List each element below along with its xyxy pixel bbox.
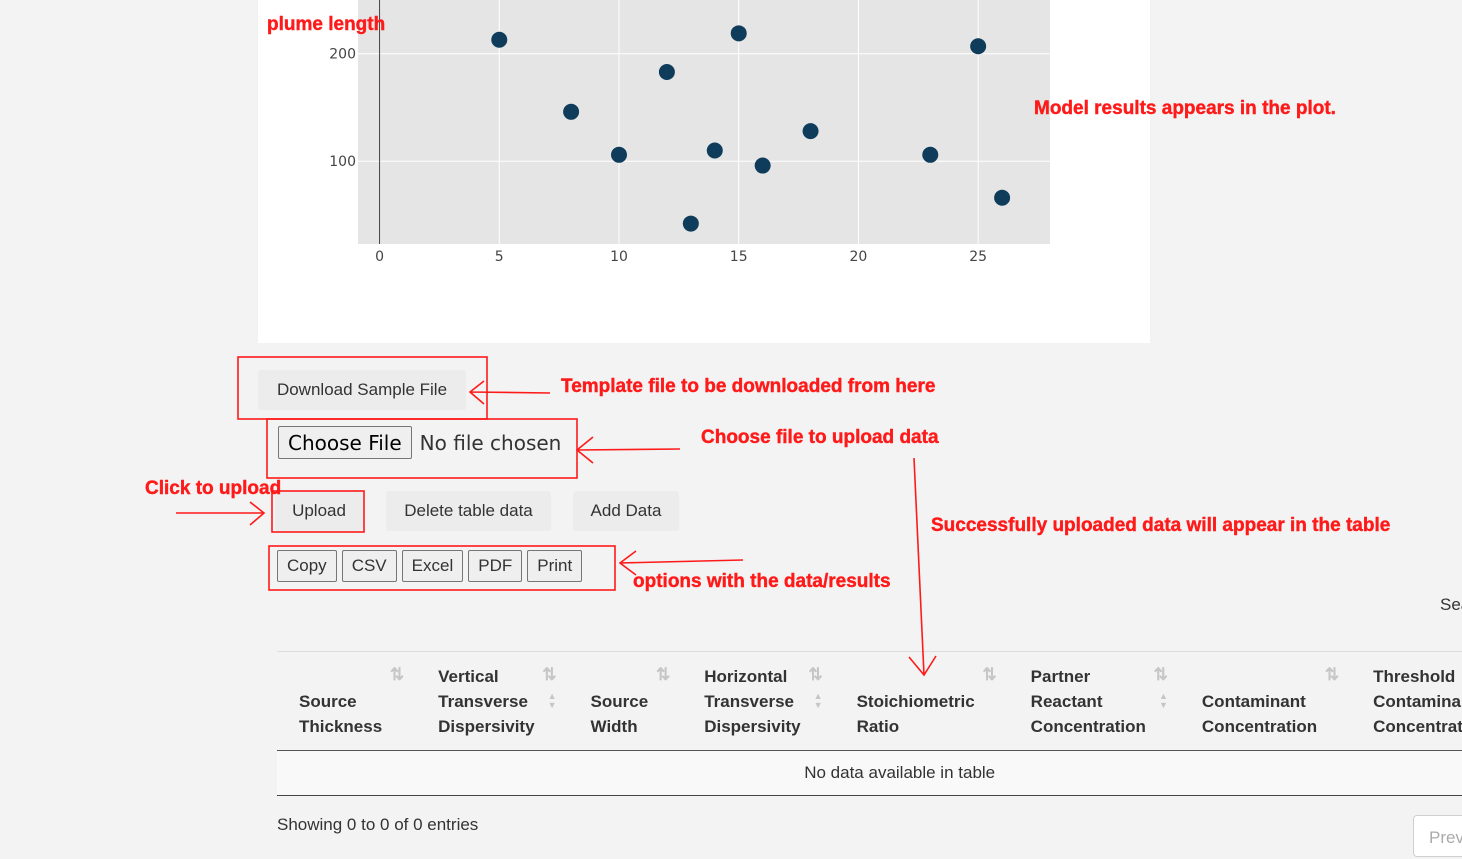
copy-button[interactable]: Copy <box>277 550 337 582</box>
sort-arrows-icon: ▲ ▼ <box>813 691 823 710</box>
column-header-line: Threshold <box>1373 667 1456 686</box>
sort-icon[interactable]: ⇅ <box>1153 665 1168 684</box>
x-tick-label: 25 <box>969 249 987 265</box>
column-header-line: Concentration <box>1030 717 1146 736</box>
column-header-line: Dispersivity <box>438 717 535 736</box>
column-header-line: Source <box>299 692 357 711</box>
data-point[interactable] <box>922 146 939 163</box>
column-header-line: Ratio <box>856 717 900 736</box>
data-point[interactable] <box>563 103 580 120</box>
excel-button[interactable]: Excel <box>401 550 464 582</box>
data-point[interactable] <box>610 146 627 163</box>
annotation-success: Successfully uploaded data will appear i… <box>931 515 1390 536</box>
table-info: Showing 0 to 0 of 0 entries <box>277 815 479 834</box>
column-header-line: Concentration <box>1201 717 1318 736</box>
x-tick-label: 10 <box>610 249 628 265</box>
annotation-options: options with the data/results <box>633 571 891 592</box>
sort-icon[interactable]: ⇅ <box>542 665 557 684</box>
options-arrow <box>618 550 744 576</box>
template-arrow <box>468 380 551 405</box>
data-table: Source Thickness ⇅ Vertical Transverse Disper… <box>277 651 1462 796</box>
plot-area <box>358 0 1050 244</box>
column-header-line: Horizontal <box>704 667 788 686</box>
column-header-line: Width <box>590 717 638 736</box>
sort-icon[interactable]: ⇅ <box>808 665 823 684</box>
data-point[interactable] <box>658 64 675 81</box>
column-header[interactable]: Vertical Transverse Dispersivity ⇅ ▲ ▼ <box>416 651 569 751</box>
column-header[interactable]: Stoichiometric Ratio ⇅ <box>834 651 1009 751</box>
file-input[interactable]: Choose File No file chosen <box>278 426 561 459</box>
y-tick-label: 100 <box>329 154 356 170</box>
data-point[interactable] <box>730 25 747 42</box>
pdf-button[interactable]: PDF <box>468 550 523 582</box>
data-point[interactable] <box>994 189 1011 206</box>
data-point[interactable] <box>491 31 508 48</box>
column-header[interactable]: Horizontal Transverse Dispersivity ⇅ ▲ ▼ <box>682 651 835 751</box>
empty-table-message: No data available in table <box>277 750 1462 796</box>
column-header-line: Partner <box>1030 667 1091 686</box>
column-header-line: Transverse <box>704 692 794 711</box>
sort-icon[interactable]: ⇅ <box>389 665 405 684</box>
csv-button[interactable]: CSV <box>341 550 397 582</box>
table-header-row: Source Thickness ⇅ Vertical Transverse Disper… <box>277 651 1462 751</box>
file-status-text: No file chosen <box>419 430 562 455</box>
column-header-line: Stoichiometric <box>856 692 975 711</box>
column-header-line: Source <box>590 692 649 711</box>
column-header-line: Contaminant <box>1373 692 1462 711</box>
table-arrow <box>908 457 937 677</box>
column-header-line: Vertical <box>438 667 499 686</box>
sort-icon[interactable]: ⇅ <box>655 665 671 684</box>
x-tick-label: 20 <box>850 249 868 265</box>
x-tick-label: 0 <box>375 249 384 265</box>
choose-file-button[interactable]: Choose File <box>278 426 412 459</box>
empty-row: No data available in table <box>277 750 1462 796</box>
scatter-plot-card: 0 5 10 15 20 25 100 200 <box>258 0 1150 343</box>
column-header[interactable]: Partner Reactant Concentration ⇅ ▲ ▼ <box>1008 651 1180 751</box>
column-header-line: Transverse <box>438 692 528 711</box>
sort-icon[interactable]: ⇅ <box>982 665 997 684</box>
column-header[interactable]: ThresholdContaminantConcentration⇅▲▼ <box>1351 651 1462 751</box>
sort-icon[interactable]: ⇅ <box>1324 665 1340 684</box>
scatter-plot: 0 5 10 15 20 25 100 200 <box>329 0 1050 265</box>
x-tick-label: 5 <box>495 249 504 265</box>
column-header[interactable]: Contaminant Concentration ⇅ <box>1179 651 1352 751</box>
data-point[interactable] <box>706 142 723 159</box>
upload-arrow <box>176 501 266 526</box>
upload-button[interactable]: Upload <box>275 491 363 531</box>
annotation-template: Template file to be downloaded from here <box>561 376 935 397</box>
data-point[interactable] <box>682 215 699 232</box>
delete-table-data-button[interactable]: Delete table data <box>386 491 551 531</box>
column-header-line: Reactant <box>1030 692 1103 711</box>
column-header-line: Concentration <box>1373 717 1462 736</box>
search-label: Search: <box>1440 595 1462 614</box>
previous-page-button[interactable]: Previous <box>1413 815 1462 857</box>
annotation-click-upload: Click to upload <box>145 478 281 499</box>
data-point[interactable] <box>802 123 819 140</box>
data-point[interactable] <box>970 38 987 55</box>
y-tick-label: 200 <box>329 47 356 63</box>
annotation-choose: Choose file to upload data <box>701 427 939 448</box>
sort-arrows-icon: ▲ ▼ <box>1158 691 1168 710</box>
column-header-line: Contaminant <box>1201 692 1306 711</box>
download-sample-file-button[interactable]: Download Sample File <box>258 370 466 410</box>
column-header[interactable]: Source Width ⇅ <box>568 651 683 751</box>
print-button[interactable]: Print <box>527 550 583 582</box>
column-header-line: Thickness <box>299 717 383 736</box>
column-header-line: Dispersivity <box>704 717 801 736</box>
data-point[interactable] <box>754 157 771 174</box>
x-tick-label: 15 <box>730 249 748 265</box>
choose-arrow <box>575 436 681 464</box>
export-buttons: Copy CSV Excel PDF Print <box>277 550 583 582</box>
column-header[interactable]: Source Thickness ⇅ <box>277 651 417 751</box>
sort-arrows-icon: ▲ ▼ <box>547 691 557 710</box>
add-data-button[interactable]: Add Data <box>573 491 679 531</box>
